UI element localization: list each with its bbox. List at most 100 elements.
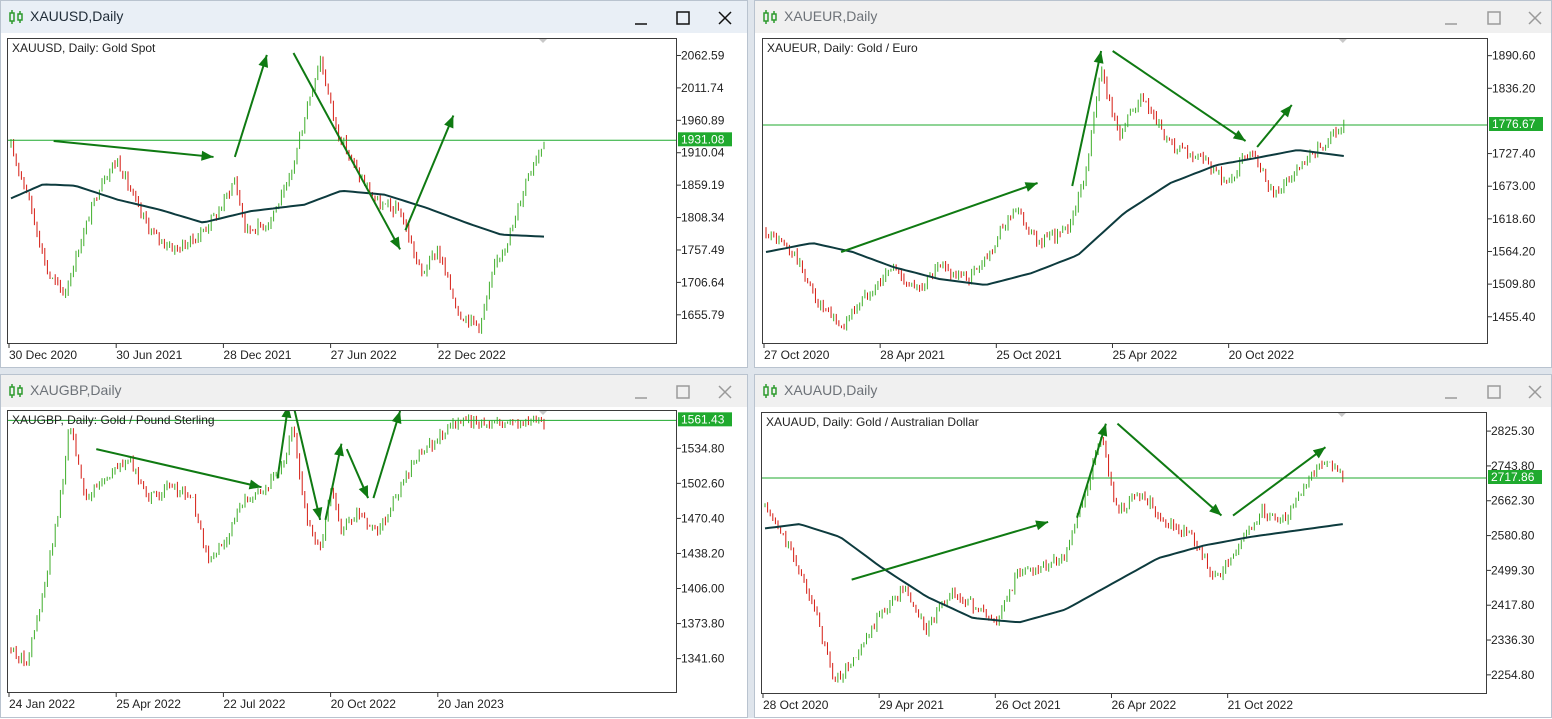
y-axis-label: 1808.34 — [681, 211, 725, 225]
trend-arrow-head — [389, 236, 401, 250]
x-axis-label: 30 Dec 2020 — [9, 348, 77, 362]
price-series-layer — [8, 411, 676, 667]
x-axis-label: 20 Oct 2022 — [331, 697, 397, 711]
y-axis-label: 2580.80 — [1491, 529, 1535, 543]
minimize-icon[interactable] — [623, 5, 659, 29]
trend-arrow — [1071, 50, 1103, 187]
y-axis-label: 1438.20 — [681, 546, 725, 560]
trend-arrow-head — [312, 507, 323, 520]
y-axis-label: 2825.30 — [1491, 424, 1535, 438]
trend-arrow — [96, 448, 262, 489]
y-axis-label: 2662.30 — [1491, 494, 1535, 508]
y-axis-label: 1509.80 — [1492, 277, 1536, 291]
chart-window-xauusd[interactable]: XAUUSD,Daily XAUUSD, Daily: Gold Spot 20… — [0, 0, 748, 368]
trend-arrow — [292, 52, 401, 250]
title-bar[interactable]: XAUEUR,Daily — [755, 1, 1551, 33]
trend-arrow-head — [444, 115, 454, 129]
y-axis-label: 1534.80 — [681, 441, 725, 455]
trend-arrow-head — [391, 411, 402, 424]
current-price-tag — [1489, 116, 1543, 131]
moving-average-line — [765, 149, 1344, 286]
x-axis-label: 25 Apr 2022 — [1112, 348, 1177, 362]
trend-arrow — [851, 520, 1049, 581]
minimize-icon[interactable] — [1433, 5, 1469, 29]
title-bar[interactable]: XAUAUD,Daily — [755, 375, 1551, 407]
chart-window-xaugbp[interactable]: XAUGBP,Daily XAUGBP, Daily: Gold / Pound… — [0, 374, 748, 718]
y-axis-label: 2417.80 — [1491, 598, 1535, 612]
current-price-tag — [678, 412, 732, 427]
price-series-group — [763, 50, 1487, 331]
x-axis-label: 22 Dec 2022 — [438, 348, 506, 362]
chart-candles-icon — [9, 384, 23, 398]
window-title: XAUGBP,Daily — [30, 382, 122, 398]
trend-arrow-head — [201, 150, 214, 161]
title-bar[interactable]: XAUUSD,Daily — [1, 1, 747, 33]
moving-average-line — [764, 523, 1343, 624]
current-price-tag — [1488, 470, 1542, 485]
y-axis-label: 1960.89 — [681, 113, 725, 127]
close-icon[interactable] — [707, 5, 743, 29]
x-axis-label: 20 Oct 2022 — [1229, 348, 1295, 362]
current-price-tag — [678, 132, 732, 147]
x-axis-label: 30 Jun 2021 — [116, 348, 182, 362]
x-axis-label: 28 Apr 2021 — [880, 348, 945, 362]
current-price-label: 1561.43 — [681, 412, 725, 426]
trend-arrow — [1076, 423, 1107, 518]
maximize-icon[interactable] — [665, 5, 701, 29]
horizontal-splitter[interactable] — [0, 368, 1552, 374]
price-chart-plot[interactable]: XAUUSD, Daily: Gold Spot — [7, 38, 677, 344]
close-icon[interactable] — [1517, 379, 1552, 403]
chart-window-xauaud[interactable]: XAUAUD,Daily XAUAUD, Daily: Gold / Austr… — [754, 374, 1552, 718]
y-axis-label: 1910.04 — [681, 146, 725, 160]
y-axis-label: 2499.30 — [1491, 563, 1535, 577]
trend-arrow — [840, 182, 1038, 253]
y-axis-label: 1455.40 — [1492, 310, 1536, 324]
trend-arrow-head — [358, 485, 369, 499]
trend-arrow — [372, 411, 402, 499]
title-bar[interactable]: XAUGBP,Daily — [1, 375, 747, 407]
trend-arrow — [233, 54, 268, 158]
y-axis-label: 1341.60 — [681, 652, 725, 666]
trend-arrow — [276, 411, 289, 479]
trend-arrow-head — [1232, 130, 1246, 141]
x-axis-label: 25 Apr 2022 — [116, 697, 181, 711]
x-axis-label: 22 Jul 2022 — [223, 697, 285, 711]
current-price-label: 2717.86 — [1491, 470, 1535, 484]
minimize-icon[interactable] — [1433, 379, 1469, 403]
chart-description: XAUAUD, Daily: Gold / Australian Dollar — [766, 415, 979, 429]
x-axis-label: 20 Jan 2023 — [438, 697, 504, 711]
window-title: XAUEUR,Daily — [784, 8, 878, 24]
price-series-group — [8, 411, 676, 667]
trend-arrow — [1232, 446, 1327, 517]
trend-arrow — [324, 443, 343, 521]
minimize-icon[interactable] — [623, 379, 659, 403]
x-axis-label: 26 Oct 2021 — [995, 698, 1061, 712]
x-axis-label: 24 Jan 2022 — [9, 697, 75, 711]
price-chart-plot[interactable]: XAUGBP, Daily: Gold / Pound Sterling — [7, 410, 677, 693]
y-axis-label: 1673.00 — [1492, 179, 1536, 193]
vertical-splitter[interactable] — [748, 0, 754, 718]
x-axis-label: 26 Apr 2022 — [1111, 698, 1176, 712]
trend-arrow — [1116, 422, 1223, 517]
trend-arrow-head — [334, 443, 344, 457]
current-price-label: 1776.67 — [1492, 117, 1536, 131]
chart-window-xaueur[interactable]: XAUEUR,Daily XAUEUR, Daily: Gold / Euro … — [754, 0, 1552, 368]
y-axis-label: 2011.74 — [681, 81, 724, 95]
maximize-icon[interactable] — [1476, 5, 1512, 29]
close-icon[interactable] — [1517, 5, 1552, 29]
y-axis-label: 1564.20 — [1492, 244, 1536, 258]
y-axis-label: 1727.40 — [1492, 147, 1536, 161]
y-axis-label: 1836.20 — [1492, 81, 1536, 95]
trend-arrow-head — [1035, 520, 1049, 531]
price-chart-plot[interactable]: XAUEUR, Daily: Gold / Euro — [762, 38, 1488, 344]
price-chart-plot[interactable]: XAUAUD, Daily: Gold / Australian Dollar — [761, 412, 1487, 694]
current-price-label: 1931.08 — [681, 132, 725, 146]
y-axis-label: 1618.60 — [1492, 212, 1536, 226]
chart-candles-icon — [763, 10, 777, 24]
trend-arrow-head — [1312, 447, 1326, 459]
maximize-icon[interactable] — [1476, 379, 1512, 403]
maximize-icon[interactable] — [665, 379, 701, 403]
chart-description: XAUUSD, Daily: Gold Spot — [12, 41, 156, 55]
y-axis-label: 1373.80 — [681, 617, 725, 631]
close-icon[interactable] — [707, 379, 743, 403]
